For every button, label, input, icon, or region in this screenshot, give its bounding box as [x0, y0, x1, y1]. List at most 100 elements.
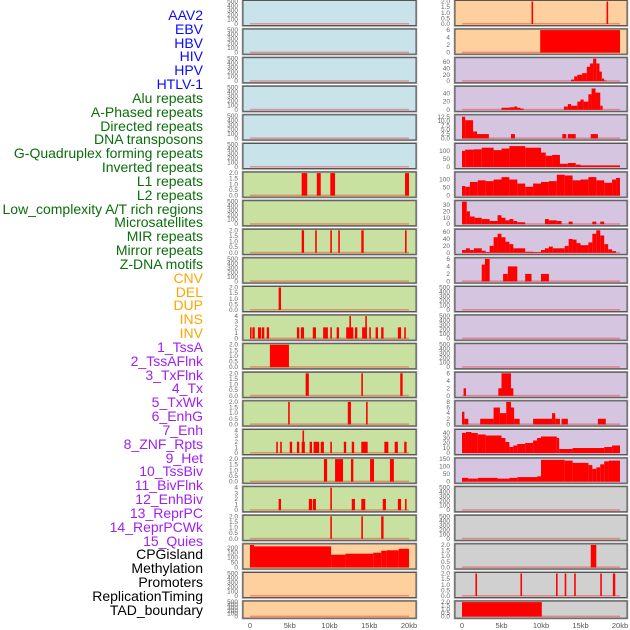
data-bar	[386, 550, 399, 568]
y-tick-label: 2	[446, 385, 450, 392]
y-tick-label: 0	[234, 50, 238, 57]
track-label: CNV	[173, 269, 203, 286]
track-label: Low_complexity A/T rich regions	[2, 200, 204, 217]
data-bar	[465, 432, 472, 453]
data-bar	[517, 477, 538, 482]
y-tick-label: 6	[446, 405, 450, 412]
data-bar	[288, 401, 290, 425]
data-bar	[591, 88, 596, 110]
panel-background	[454, 486, 628, 513]
data-bar	[600, 105, 603, 110]
y-tick-label: 400	[439, 346, 450, 353]
data-bar	[484, 258, 490, 282]
y-tick-label: 150	[227, 550, 238, 557]
y-tick-label: 400	[227, 60, 238, 67]
y-tick-label: 0.5	[441, 587, 450, 594]
zero-baseline	[462, 23, 620, 25]
y-tick-label: 100	[439, 148, 450, 155]
data-bar	[588, 177, 597, 196]
y-tick-label: 300	[439, 322, 450, 329]
data-bar	[604, 447, 613, 453]
data-bar	[590, 544, 597, 568]
data-bar	[505, 220, 510, 225]
data-bar	[276, 441, 278, 453]
y-tick-label: 300	[227, 580, 238, 587]
y-tick-label: 2.5	[441, 131, 450, 138]
y-tick-label: 400	[227, 203, 238, 210]
y-tick-label: 100	[227, 555, 238, 562]
y-tick-label: 300	[227, 605, 238, 612]
y-tick-label: 0	[234, 21, 238, 28]
data-bar	[269, 344, 289, 368]
y-tick-label: 0	[446, 250, 450, 257]
y-tick-label: 100	[227, 131, 238, 138]
data-bar	[462, 602, 542, 617]
y-tick-label: 1.5	[229, 462, 238, 469]
y-tick-label: 500	[439, 513, 450, 520]
track-label: TAD_boundary	[109, 601, 203, 618]
y-tick-label: 300	[227, 8, 238, 15]
panel-left-12: 0.00.51.01.52.0	[229, 342, 418, 371]
y-tick-label: 2	[234, 439, 238, 446]
zero-baseline	[462, 337, 620, 340]
y-tick-label: 2	[446, 271, 450, 278]
data-bar	[278, 498, 282, 511]
panel-background	[242, 114, 417, 141]
data-bar	[477, 477, 498, 482]
data-bar	[568, 238, 573, 253]
data-bar	[361, 441, 368, 453]
y-tick-label: 1.0	[229, 296, 238, 303]
y-tick-label: 400	[227, 146, 238, 153]
zero-baseline	[462, 595, 620, 597]
data-bar	[600, 464, 605, 482]
data-bar	[320, 441, 324, 453]
data-bar	[513, 248, 526, 253]
panel-background	[242, 429, 417, 455]
data-bar	[533, 440, 538, 453]
y-tick-label: 200	[227, 12, 238, 19]
data-bar	[469, 216, 475, 225]
data-bar	[462, 250, 466, 253]
panel-background	[242, 572, 417, 598]
data-bar	[462, 477, 469, 482]
data-bar	[525, 443, 534, 453]
data-bar	[509, 219, 514, 225]
y-tick-label: 0.0	[229, 393, 238, 400]
panel-background	[242, 314, 417, 341]
data-bar	[541, 436, 557, 453]
y-tick-label: 200	[227, 155, 238, 162]
zero-baseline	[250, 23, 409, 25]
data-bar	[600, 221, 605, 225]
data-bar	[473, 248, 482, 253]
data-bar	[572, 448, 605, 453]
data-bar	[596, 467, 601, 482]
data-bar	[575, 164, 581, 167]
panel-background	[454, 314, 628, 341]
data-bar	[564, 460, 573, 482]
track-label: 14_ReprPCWk	[109, 518, 203, 535]
data-bar	[493, 237, 498, 253]
data-bar	[556, 573, 558, 596]
y-tick-label: 10	[443, 215, 451, 222]
data-bar	[563, 106, 568, 110]
y-tick-label: 40	[443, 90, 451, 97]
data-bar	[604, 182, 613, 196]
y-tick-label: 0.0	[229, 421, 238, 428]
data-bar	[354, 327, 358, 339]
y-tick-label: 500	[227, 571, 238, 578]
zero-baseline	[250, 480, 409, 483]
y-tick-label: 5.0	[441, 127, 450, 134]
y-tick-label: 40	[443, 65, 451, 72]
track-label: Alu repeats	[132, 89, 203, 106]
y-tick-label: 0.0	[229, 193, 238, 200]
y-tick-label: 10.0	[437, 118, 450, 125]
y-tick-label: 0	[234, 278, 238, 285]
y-tick-label: 2.0	[229, 513, 238, 520]
panel-background	[242, 286, 417, 312]
data-bar	[533, 252, 541, 253]
y-tick-label: 200	[439, 527, 450, 534]
